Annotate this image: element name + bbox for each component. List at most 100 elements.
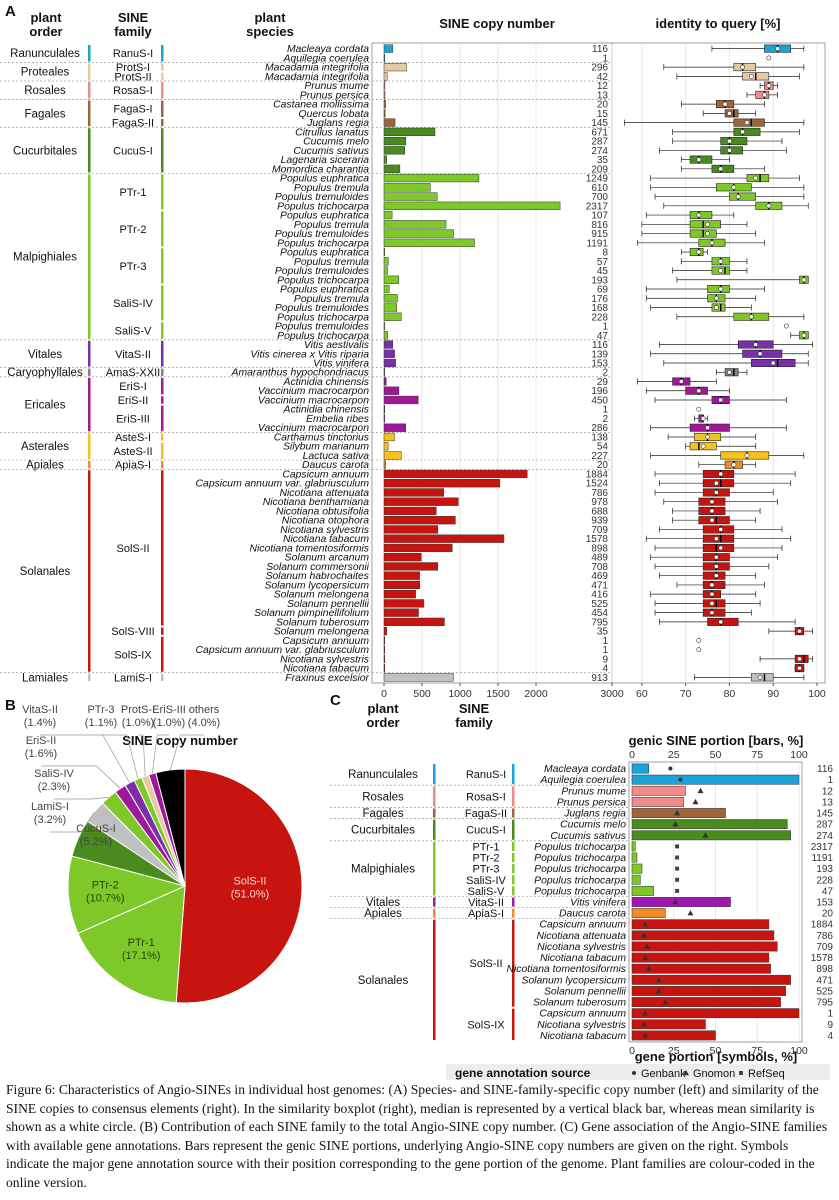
copy-number-bar xyxy=(383,479,501,488)
copy-number-bar xyxy=(383,386,400,395)
genic-portion-bar xyxy=(631,763,649,774)
pie-slice-pct: (1.6%) xyxy=(25,748,57,760)
panel-c-family-color-bar xyxy=(512,764,515,785)
panel-c-title-top: genic SINE portion [bars, %] xyxy=(629,733,804,748)
copy-number-bar xyxy=(383,645,386,654)
copy-number-value: 107 xyxy=(591,211,608,222)
panel-c-species-label: Nicotiana tabacum xyxy=(540,953,626,964)
copy-number-value: 898 xyxy=(591,543,608,554)
species-label: Populus tremuloides xyxy=(275,266,369,277)
copy-number-bar xyxy=(383,294,398,303)
species-label: Nicotiana obtusifolia xyxy=(276,506,369,517)
panel-c-family-label: ApiaS-I xyxy=(468,908,504,920)
family-label: CucuS-I xyxy=(113,145,153,157)
copy-number-value: 196 xyxy=(591,386,608,397)
copy-number-value: 8 xyxy=(602,248,608,259)
species-label: Cucumis melo xyxy=(303,137,369,148)
species-label: Populus tremula xyxy=(294,220,369,231)
species-label: Carthamus tinctorius xyxy=(274,432,369,443)
copy-number-value: 913 xyxy=(591,673,608,684)
copy-number-value: 816 xyxy=(591,220,608,231)
genic-portion-bar xyxy=(631,919,770,930)
family-color-bar xyxy=(161,211,164,247)
copy-number-bar xyxy=(383,192,438,201)
gene-symbol-gnomon xyxy=(702,832,709,838)
order-color-bar xyxy=(88,128,91,173)
panel-c-order-header: plant xyxy=(367,701,399,716)
panel-c-species-label: Capsicum annuum xyxy=(539,1009,626,1020)
copy-number-value: 700 xyxy=(591,192,608,203)
genic-portion-bar xyxy=(631,885,654,896)
species-label: Fraxinus excelsior xyxy=(285,673,369,684)
box-mean-point xyxy=(713,295,719,301)
copy-number-bar xyxy=(383,275,399,284)
family-label: LamiS-I xyxy=(114,672,152,684)
legend-genbank-icon xyxy=(632,1071,636,1075)
gene-symbol-gnomon xyxy=(672,899,679,905)
legend-title: gene annotation source xyxy=(455,1066,591,1080)
copy-number-bar xyxy=(383,460,386,469)
family-color-bar xyxy=(161,377,164,395)
order-label: Malpighiales xyxy=(13,252,77,264)
species-label: Nicotiana tabacum xyxy=(283,534,369,545)
bar-axis-tick-label: 0 xyxy=(381,688,387,700)
pie-leader-line xyxy=(151,734,169,774)
panel-c-bottom-tick-label: 0 xyxy=(629,1045,635,1057)
pie-slice-label: SolS-II xyxy=(233,875,266,887)
box-mean-point xyxy=(709,591,715,597)
copy-number-bar xyxy=(383,469,528,479)
panel-c-family-label: SaliS-IV xyxy=(466,875,506,887)
species-label: Solanum arcanum xyxy=(285,553,370,564)
pie-slice-pct: (1.0%) xyxy=(122,717,154,729)
species-label: Populus tremula xyxy=(294,294,369,305)
copy-number-value: 525 xyxy=(591,599,608,610)
panel-c-family-label: SolS-IX xyxy=(467,1019,505,1031)
panel-c-family-color-bar xyxy=(512,841,515,851)
species-label: Vitis aestivalis xyxy=(304,340,369,351)
species-label: Populus tremuloides xyxy=(275,303,369,314)
panel-c-species-label: Nicotiana sylvestris xyxy=(537,1020,626,1031)
family-label: ApiaS-I xyxy=(115,460,151,472)
pie-leader-line xyxy=(101,734,139,779)
bar-axis-tick-label: 500 xyxy=(413,688,431,700)
panel-c-copy-value: 1884 xyxy=(811,920,834,931)
panel-c-family-header: family xyxy=(455,715,493,730)
species-label: Capsicum annuum var. glabriusculum xyxy=(196,479,370,490)
gene-symbol-gnomon xyxy=(692,798,699,805)
genic-portion-bar xyxy=(631,841,636,852)
copy-number-value: 1 xyxy=(602,322,608,333)
species-label: Macadamia integrifolia xyxy=(265,72,369,83)
copy-number-bar xyxy=(383,136,407,146)
species-label: Capsicum annuum xyxy=(282,469,369,480)
box-mean-point xyxy=(696,647,702,653)
panel-c-species-label: Populus trichocarpa xyxy=(534,842,626,853)
box-mean-point xyxy=(753,175,759,181)
panel-c-family-color-bar xyxy=(512,886,515,896)
order-color-bar xyxy=(88,433,91,460)
pie-slice-label: SaliS-IV xyxy=(34,768,74,780)
family-label: SaliS-IV xyxy=(113,298,153,310)
copy-number-bar xyxy=(383,127,436,136)
family-label: VitaS-II xyxy=(115,349,151,361)
box-mean-point xyxy=(797,665,802,671)
pie-slice xyxy=(67,855,187,934)
species-label: Vitis cinerea x Vitis riparia xyxy=(250,349,369,360)
species-label: Cucumis sativus xyxy=(293,146,369,157)
family-label: SolS-II xyxy=(116,543,149,555)
species-label: Macleaya cordata xyxy=(287,44,369,55)
family-label: RosaS-I xyxy=(113,85,153,97)
species-label: Daucus carota xyxy=(302,460,369,471)
family-label: EriS-II xyxy=(118,395,149,407)
pie-slice-pct: (1.1%) xyxy=(85,717,117,729)
species-label: Populus trichocarpa xyxy=(277,331,369,342)
panel-c-family-label: CucuS-I xyxy=(466,825,506,837)
copy-number-value: 227 xyxy=(591,451,608,462)
panel-c-order-color-bar xyxy=(433,819,436,840)
copy-number-bar xyxy=(383,155,387,164)
gene-symbol-genbank xyxy=(668,766,673,771)
species-label: Vaccinium macrocarpon xyxy=(258,386,369,397)
box-mean-point xyxy=(757,351,763,357)
species-label: Embelia ribes xyxy=(306,414,369,425)
copy-number-value: 193 xyxy=(591,275,608,286)
